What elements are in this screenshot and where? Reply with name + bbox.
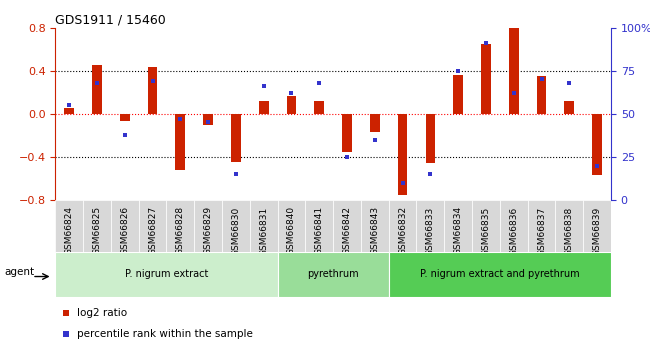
Text: GSM66834: GSM66834 [454, 206, 463, 255]
Text: GSM66825: GSM66825 [92, 206, 101, 255]
Bar [583, 200, 611, 252]
Bar [92, 65, 102, 114]
Bar [509, 28, 519, 114]
Bar [194, 200, 222, 252]
Bar [278, 200, 306, 252]
Text: GSM66828: GSM66828 [176, 206, 185, 255]
Text: GSM66826: GSM66826 [120, 206, 129, 255]
Bar [287, 96, 296, 114]
Bar [111, 200, 138, 252]
Text: GSM66831: GSM66831 [259, 206, 268, 256]
Bar [231, 114, 240, 162]
Text: GSM66830: GSM66830 [231, 206, 240, 256]
Bar [528, 200, 556, 252]
Bar [481, 44, 491, 114]
Text: GSM66824: GSM66824 [64, 206, 73, 255]
Bar [203, 114, 213, 125]
Text: GSM66829: GSM66829 [203, 206, 213, 255]
Text: pyrethrum: pyrethrum [307, 269, 359, 279]
Bar [306, 200, 333, 252]
Text: GSM66839: GSM66839 [593, 206, 602, 256]
Bar [445, 200, 472, 252]
Text: percentile rank within the sample: percentile rank within the sample [77, 329, 254, 339]
Text: GSM66838: GSM66838 [565, 206, 574, 256]
Bar [138, 200, 166, 252]
Bar [500, 200, 528, 252]
Bar [342, 114, 352, 151]
Bar [472, 200, 500, 252]
Text: GSM66837: GSM66837 [537, 206, 546, 256]
Text: GSM66835: GSM66835 [482, 206, 491, 256]
Text: GDS1911 / 15460: GDS1911 / 15460 [55, 13, 166, 27]
Text: GSM66827: GSM66827 [148, 206, 157, 255]
Text: GSM66841: GSM66841 [315, 206, 324, 255]
Bar [426, 114, 436, 164]
Bar [176, 114, 185, 170]
Bar [333, 200, 361, 252]
Bar [148, 68, 157, 114]
Text: GSM66833: GSM66833 [426, 206, 435, 256]
Text: agent: agent [5, 267, 34, 277]
Bar [315, 101, 324, 114]
Bar [120, 114, 129, 121]
Bar [564, 101, 574, 114]
Bar [453, 75, 463, 114]
Bar [389, 252, 611, 297]
Bar [278, 252, 389, 297]
Bar [83, 200, 111, 252]
Bar [389, 200, 417, 252]
Text: GSM66836: GSM66836 [509, 206, 518, 256]
Text: GSM66843: GSM66843 [370, 206, 380, 255]
Bar [55, 200, 83, 252]
Text: GSM66842: GSM66842 [343, 206, 352, 255]
Text: log2 ratio: log2 ratio [77, 308, 127, 318]
Bar [55, 252, 278, 297]
Text: P. nigrum extract: P. nigrum extract [125, 269, 208, 279]
Text: GSM66832: GSM66832 [398, 206, 407, 255]
Bar [166, 200, 194, 252]
Bar [417, 200, 445, 252]
Bar [537, 76, 547, 114]
Bar [222, 200, 250, 252]
Bar [370, 114, 380, 132]
Bar [361, 200, 389, 252]
Text: P. nigrum extract and pyrethrum: P. nigrum extract and pyrethrum [420, 269, 580, 279]
Bar [555, 200, 583, 252]
Bar [250, 200, 278, 252]
Bar [64, 108, 74, 114]
Bar [592, 114, 602, 175]
Bar [398, 114, 408, 195]
Text: GSM66840: GSM66840 [287, 206, 296, 255]
Bar [259, 101, 268, 114]
